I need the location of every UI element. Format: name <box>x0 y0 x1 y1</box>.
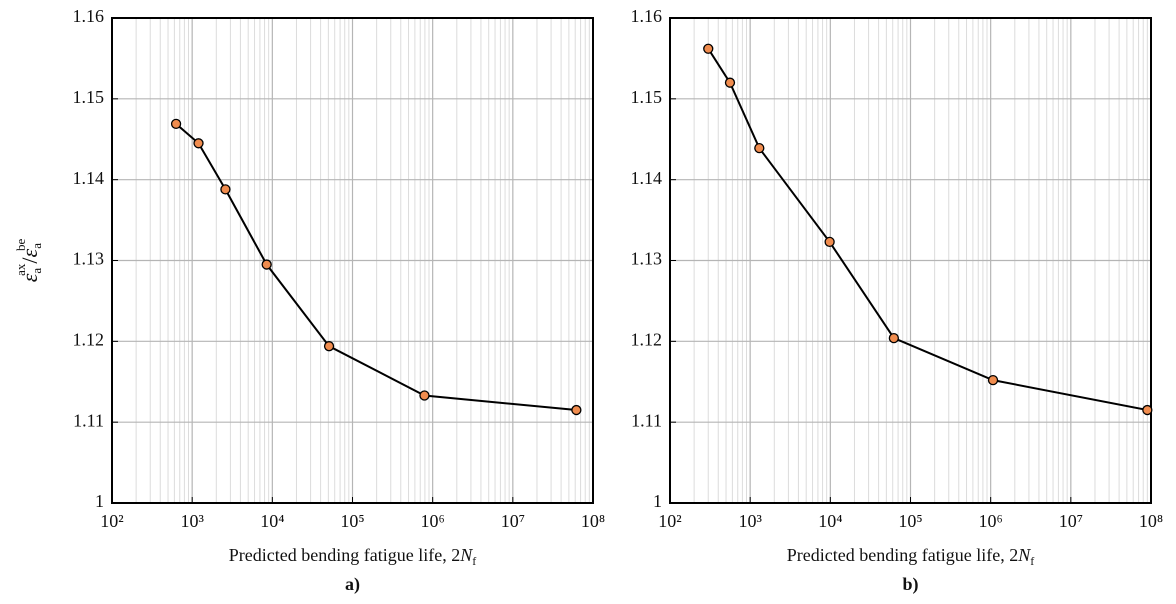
x-tick-label: 10³ <box>180 511 204 531</box>
data-point <box>888 332 900 344</box>
data-point <box>571 404 582 416</box>
x-label-text: Predicted bending fatigue life, 2 <box>229 545 460 565</box>
x-tick-label: 10³ <box>738 511 762 531</box>
y-tick-label: 1.13 <box>73 249 105 269</box>
x-tick-label: 10⁷ <box>1059 511 1083 531</box>
y-tick-label: 1.11 <box>73 410 104 430</box>
y-label-part: a <box>29 243 44 249</box>
data-point <box>220 184 231 195</box>
y-tick-label: 1.16 <box>631 6 663 26</box>
x-tick-label: 10⁶ <box>979 511 1003 531</box>
x-axis-label: Predicted bending fatigue life, 2Nf <box>787 545 1034 568</box>
x-label-subscript: f <box>1030 554 1034 568</box>
plot-frame <box>111 17 594 504</box>
y-label-part: / <box>17 257 42 264</box>
data-point <box>323 341 335 352</box>
y-tick-label: 1 <box>653 491 662 511</box>
caption: a) <box>345 574 360 595</box>
data-point <box>419 390 430 401</box>
x-tick-label: 10⁸ <box>581 511 605 531</box>
y-label-part: ax <box>13 263 28 276</box>
y-tick-label: 1.12 <box>73 329 105 349</box>
data-point <box>261 259 272 270</box>
x-axis-label: Predicted bending fatigue life, 2Nf <box>229 545 476 568</box>
data-point <box>1142 404 1153 416</box>
y-tick-label: 1.16 <box>73 6 105 26</box>
x-tick-label: 10⁸ <box>1139 511 1163 531</box>
x-tick-label: 10² <box>658 511 681 531</box>
y-label-part: ε <box>17 273 42 282</box>
x-label-symbol: N <box>459 545 473 565</box>
x-tick-label: 10⁵ <box>340 511 364 531</box>
y-tick-label: 1.15 <box>73 87 105 107</box>
data-point <box>824 236 835 248</box>
x-tick-label: 10⁷ <box>501 511 525 531</box>
y-tick-label: 1.13 <box>631 249 663 269</box>
data-point <box>703 43 714 54</box>
x-tick-label: 10⁶ <box>421 511 445 531</box>
x-tick-label: 10⁴ <box>818 511 842 531</box>
x-label-symbol: N <box>1017 545 1031 565</box>
y-tick-label: 1.14 <box>73 168 105 188</box>
y-tick-label: 1.11 <box>631 410 662 430</box>
y-label-part: be <box>13 238 28 251</box>
x-label-subscript: f <box>472 554 476 568</box>
y-tick-label: 1.14 <box>631 168 663 188</box>
data-point <box>724 77 736 88</box>
data-point <box>193 138 204 149</box>
y-tick-label: 1.15 <box>631 87 663 107</box>
x-tick-label: 10² <box>100 511 123 531</box>
y-label-part: a <box>29 268 44 274</box>
data-point <box>170 118 182 130</box>
y-axis-label: εaax/εabe <box>13 238 44 282</box>
plot-frame <box>669 17 1152 504</box>
data-point <box>754 142 765 154</box>
y-tick-label: 1.12 <box>631 329 663 349</box>
data-point <box>987 374 999 386</box>
x-tick-label: 10⁵ <box>898 511 922 531</box>
y-label-part: ε <box>17 248 42 257</box>
x-tick-label: 10⁴ <box>260 511 284 531</box>
y-tick-label: 1 <box>95 491 104 511</box>
caption: b) <box>902 574 918 595</box>
x-label-text: Predicted bending fatigue life, 2 <box>787 545 1018 565</box>
